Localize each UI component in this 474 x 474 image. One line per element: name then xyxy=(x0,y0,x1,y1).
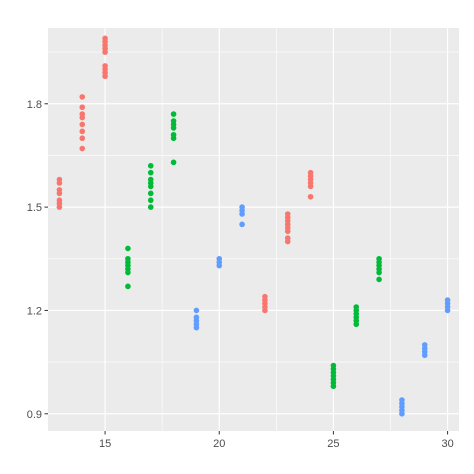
data-point xyxy=(147,162,154,169)
x-tick-label: 30 xyxy=(441,438,453,450)
x-tick-label: 20 xyxy=(213,438,225,450)
data-point xyxy=(284,235,291,241)
data-point xyxy=(56,197,63,204)
data-points xyxy=(56,35,451,417)
data-point xyxy=(399,397,405,403)
x-tick-label: 25 xyxy=(327,438,339,450)
panel-background xyxy=(48,28,459,431)
data-point xyxy=(125,283,131,290)
series-2-points xyxy=(193,204,451,417)
data-point xyxy=(125,255,131,262)
data-point xyxy=(193,307,200,314)
data-point xyxy=(262,293,268,300)
data-point xyxy=(79,94,86,100)
data-point xyxy=(79,121,86,128)
data-point xyxy=(79,128,86,135)
y-tick-label: 1.5 xyxy=(27,202,42,214)
x-tick-label: 15 xyxy=(99,438,111,450)
data-point xyxy=(56,176,63,183)
data-point xyxy=(376,255,382,262)
data-point xyxy=(147,204,154,210)
data-point xyxy=(444,297,451,303)
y-tick-label: 0.9 xyxy=(27,409,42,421)
data-point xyxy=(147,197,154,204)
series-1-points xyxy=(125,111,382,390)
data-point xyxy=(376,276,382,283)
data-point xyxy=(170,159,177,166)
x-axis: 15 20 25 30 xyxy=(99,431,454,450)
data-point xyxy=(147,190,154,197)
data-point xyxy=(147,176,154,183)
y-axis: 0.9 1.2 1.5 1.8 xyxy=(27,99,48,421)
data-point xyxy=(216,255,223,262)
data-point xyxy=(353,304,360,310)
data-point xyxy=(239,221,245,228)
data-point xyxy=(307,193,314,200)
data-point xyxy=(79,111,86,117)
series-0-points xyxy=(56,35,314,314)
data-point xyxy=(421,342,428,348)
data-point xyxy=(170,111,177,117)
data-point xyxy=(102,35,108,42)
y-tick-label: 1.2 xyxy=(27,305,42,317)
data-point xyxy=(330,362,337,369)
y-tick-label: 1.8 xyxy=(27,99,42,111)
data-point xyxy=(147,169,154,176)
data-point xyxy=(170,131,177,138)
data-point xyxy=(79,135,86,142)
data-point xyxy=(79,104,86,111)
data-point xyxy=(193,314,200,321)
data-point xyxy=(79,145,86,152)
data-point xyxy=(56,187,63,193)
data-point xyxy=(239,204,245,210)
data-point xyxy=(102,63,108,69)
data-point xyxy=(170,118,177,124)
minor-gridlines xyxy=(48,28,459,431)
data-point xyxy=(284,211,291,217)
data-point xyxy=(307,169,314,176)
data-point xyxy=(125,245,131,252)
